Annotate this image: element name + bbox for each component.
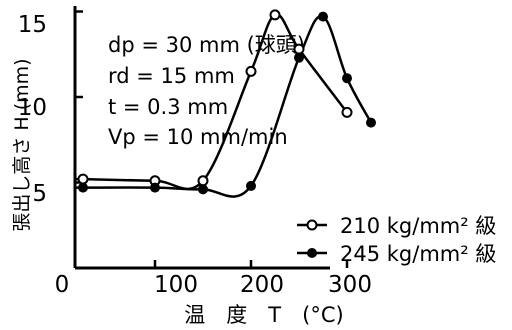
annotation: Vp = 10 mm/min bbox=[108, 125, 288, 149]
data-point-filled bbox=[246, 180, 256, 191]
y-tick-label: 15 bbox=[18, 12, 47, 38]
data-point-filled bbox=[318, 11, 328, 22]
x-tick-label: 300 bbox=[328, 272, 372, 298]
data-point-filled bbox=[78, 182, 88, 193]
data-point-filled bbox=[198, 184, 208, 195]
y-axis-label: 張出し高さ H (mm) bbox=[11, 58, 33, 231]
annotation: rd = 15 mm bbox=[108, 64, 235, 88]
annotation: t = 0.3 mm bbox=[108, 95, 228, 119]
y-tick-labels: 5 10 15 bbox=[18, 12, 47, 207]
legend-marker-filled bbox=[307, 248, 317, 258]
legend-label-210: 210 kg/mm² 級 bbox=[340, 214, 496, 238]
legend-label-245: 245 kg/mm² 級 bbox=[340, 242, 496, 266]
legend: 210 kg/mm² 級 245 kg/mm² 級 bbox=[297, 214, 496, 266]
data-point-open bbox=[269, 9, 281, 21]
data-points bbox=[77, 9, 376, 195]
data-point-filled bbox=[294, 52, 304, 63]
y-tick-label: 5 bbox=[32, 181, 47, 207]
series-line-210 bbox=[73, 13, 348, 191]
x-tick-labels: 0 100 200 300 bbox=[55, 272, 372, 298]
annotation: dp = 30 mm (球頭) bbox=[108, 33, 305, 57]
data-point-open bbox=[245, 65, 257, 77]
conditions: dp = 30 mm (球頭) rd = 15 mm t = 0.3 mm Vp… bbox=[108, 33, 305, 149]
data-point-open bbox=[293, 43, 305, 55]
x-tick-label: 100 bbox=[154, 272, 198, 298]
data-point-open bbox=[341, 106, 353, 118]
data-point-open bbox=[197, 175, 209, 187]
x-tick-label: 200 bbox=[240, 272, 284, 298]
legend-marker-open bbox=[306, 219, 318, 231]
x-tick-label: 0 bbox=[55, 272, 70, 298]
x-axis-label: 温 度 T (°C) bbox=[184, 303, 343, 327]
data-point-filled bbox=[366, 117, 376, 128]
data-point-filled bbox=[150, 182, 160, 193]
y-tick-label: 10 bbox=[18, 95, 47, 121]
data-point-filled bbox=[342, 73, 352, 84]
data-point-open bbox=[77, 173, 89, 185]
